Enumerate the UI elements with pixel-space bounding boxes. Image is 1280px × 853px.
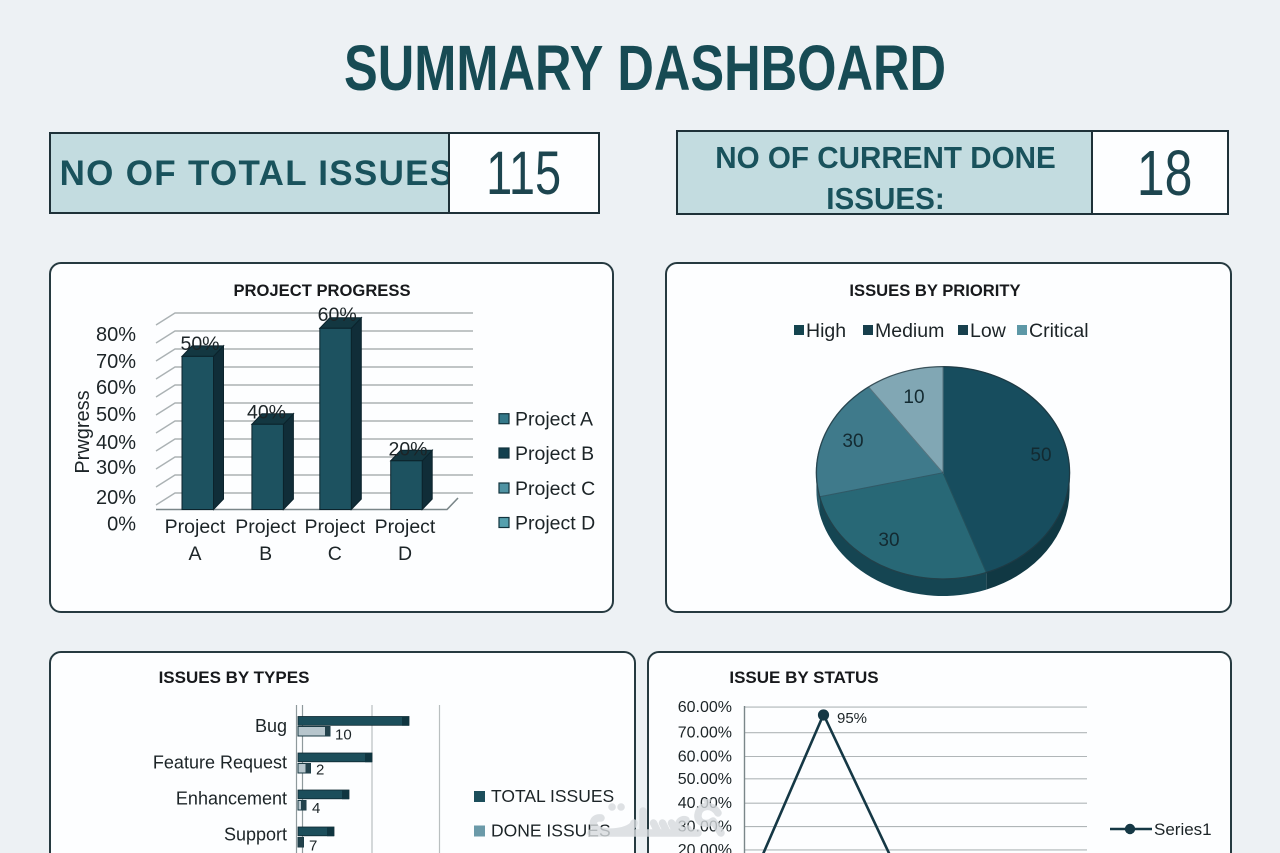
svg-text:30: 30 <box>878 530 899 551</box>
svg-text:40%: 40% <box>96 432 136 454</box>
svg-text:4: 4 <box>312 800 320 817</box>
svg-text:Low: Low <box>970 320 1007 342</box>
svg-text:7: 7 <box>309 838 317 853</box>
svg-text:Support: Support <box>224 825 287 845</box>
svg-text:ISSUES BY TYPES: ISSUES BY TYPES <box>159 668 310 687</box>
svg-text:Series1: Series1 <box>1154 820 1212 839</box>
svg-text:20%: 20% <box>96 487 136 509</box>
svg-text:10: 10 <box>335 727 352 744</box>
svg-text:30: 30 <box>842 431 863 452</box>
svg-text:50: 50 <box>1030 445 1051 466</box>
svg-text:50.00%: 50.00% <box>678 771 732 788</box>
svg-text:ISSUE BY STATUS: ISSUE BY STATUS <box>729 668 878 687</box>
svg-text:40%: 40% <box>247 402 286 424</box>
svg-text:DONE ISSUES: DONE ISSUES <box>491 821 611 841</box>
svg-text:D: D <box>398 543 412 565</box>
svg-text:2: 2 <box>316 762 324 779</box>
svg-text:Project: Project <box>235 516 296 538</box>
svg-text:PROJECT PROGRESS: PROJECT PROGRESS <box>233 281 410 300</box>
svg-text:Medium: Medium <box>875 320 944 342</box>
svg-text:60%: 60% <box>318 304 357 326</box>
svg-text:60.00%: 60.00% <box>678 699 732 716</box>
svg-text:B: B <box>259 543 272 565</box>
svg-text:Project B: Project B <box>515 443 594 465</box>
svg-text:20.00%: 20.00% <box>678 842 732 853</box>
svg-text:50%: 50% <box>180 333 219 355</box>
svg-text:Project: Project <box>375 516 436 538</box>
svg-text:High: High <box>806 320 846 342</box>
svg-text:30%: 30% <box>96 457 136 479</box>
svg-text:95%: 95% <box>837 710 867 727</box>
svg-text:C: C <box>328 543 342 565</box>
svg-text:10: 10 <box>903 387 924 408</box>
svg-text:ISSUES BY PRIORITY: ISSUES BY PRIORITY <box>849 281 1020 300</box>
svg-text:Feature Request: Feature Request <box>153 753 287 773</box>
svg-text:0%: 0% <box>107 514 136 536</box>
svg-text:Critical: Critical <box>1029 320 1089 342</box>
svg-text:70%: 70% <box>96 351 136 373</box>
svg-text:Enhancement: Enhancement <box>176 789 287 809</box>
svg-text:Bug: Bug <box>255 716 287 736</box>
svg-text:60%: 60% <box>96 377 136 399</box>
svg-text:Project: Project <box>304 516 365 538</box>
svg-text:TOTAL ISSUES: TOTAL ISSUES <box>491 786 614 806</box>
svg-text:80%: 80% <box>96 324 136 346</box>
svg-text:20%: 20% <box>388 439 427 461</box>
svg-text:A: A <box>188 543 201 565</box>
svg-text:Project D: Project D <box>515 513 595 535</box>
svg-text:Prwgress: Prwgress <box>72 390 94 473</box>
svg-text:Project A: Project A <box>515 409 593 431</box>
svg-text:70.00%: 70.00% <box>678 725 732 742</box>
svg-text:60.00%: 60.00% <box>678 749 732 766</box>
svg-text:Project: Project <box>165 516 226 538</box>
svg-text:Project C: Project C <box>515 478 595 500</box>
svg-text:50%: 50% <box>96 404 136 426</box>
